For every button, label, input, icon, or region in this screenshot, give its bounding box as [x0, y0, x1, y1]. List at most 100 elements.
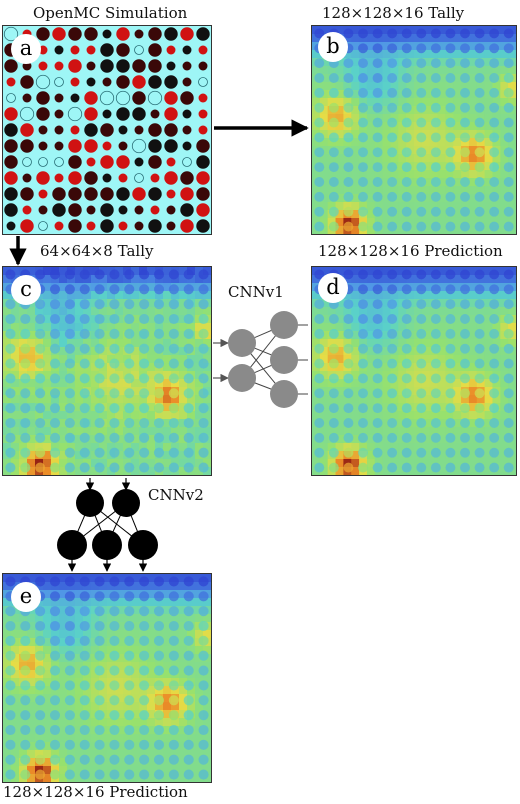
fuel-pin	[38, 125, 48, 135]
heatmap-e	[3, 574, 211, 782]
fuel-pin	[182, 157, 192, 167]
fuel-pin	[86, 61, 96, 71]
fuel-pin	[102, 29, 112, 39]
fuel-pin	[4, 171, 18, 185]
fuel-pin	[86, 77, 96, 87]
fuel-pin	[70, 45, 80, 55]
fuel-pin	[118, 125, 128, 135]
fuel-pin	[116, 187, 130, 201]
fuel-pin	[134, 29, 144, 39]
fuel-pin	[148, 27, 162, 41]
fuel-pin	[196, 187, 210, 201]
cnnv1-node	[270, 311, 298, 339]
fuel-pin	[148, 43, 162, 57]
fuel-pin	[164, 107, 178, 121]
fuel-pin	[196, 171, 210, 185]
fuel-pin	[182, 45, 192, 55]
cnnv1-network	[213, 311, 308, 408]
label-cnnv2: CNNv2	[148, 486, 204, 504]
fuel-pin	[100, 43, 114, 57]
fuel-pin	[134, 205, 144, 215]
fuel-pin	[198, 61, 208, 71]
fuel-pin	[4, 203, 18, 217]
fuel-pin	[131, 138, 147, 154]
fuel-pin	[196, 139, 210, 153]
fuel-pin	[182, 141, 192, 151]
fuel-pin	[100, 187, 114, 201]
fuel-pin	[148, 219, 162, 233]
fuel-pin	[196, 27, 210, 41]
title-prediction-cnnv2: 128×128×16 Prediction	[3, 783, 188, 801]
fuel-pin	[68, 139, 82, 153]
fuel-pin	[4, 107, 18, 121]
fuel-pin	[86, 157, 96, 167]
fuel-pin	[198, 125, 208, 135]
title-tally-64: 64×64×8 Tally	[40, 242, 154, 260]
fuel-pin	[102, 173, 112, 183]
badge-e: e	[11, 582, 41, 612]
fuel-pin	[198, 45, 208, 55]
fuel-pin	[132, 91, 146, 105]
fuel-pin	[84, 27, 98, 41]
fuel-pin	[54, 61, 64, 71]
fuel-pin	[166, 221, 176, 231]
fuel-pin	[86, 45, 96, 55]
fuel-pin	[166, 189, 176, 199]
fuel-pin	[102, 77, 112, 87]
fuel-pin	[100, 219, 114, 233]
fuel-pin	[38, 221, 48, 231]
fuel-pin	[198, 109, 208, 119]
fuel-pin	[132, 59, 146, 73]
fuel-pin	[20, 75, 34, 89]
fuel-pin	[54, 125, 64, 135]
fuel-pin	[4, 59, 18, 73]
fuel-pin	[116, 27, 130, 41]
fuel-pin	[164, 171, 178, 185]
cnnv2-node	[128, 530, 158, 560]
fuel-pin	[68, 27, 82, 41]
fuel-pin	[166, 157, 176, 167]
fuel-pin	[68, 171, 82, 185]
fuel-pin	[100, 203, 114, 217]
fuel-pin	[134, 45, 144, 55]
fuel-pin	[20, 187, 34, 201]
fuel-pin	[36, 171, 50, 185]
panel-e-prediction-cnnv2: e	[2, 573, 212, 783]
fuel-pin	[134, 173, 144, 183]
fuel-pin	[116, 43, 130, 57]
fuel-pin	[52, 187, 66, 201]
fuel-pin	[116, 155, 130, 169]
fuel-pin	[84, 187, 98, 201]
fuel-pin	[180, 91, 194, 105]
fuel-pin	[166, 61, 176, 71]
panel-a-geometry: a	[2, 25, 212, 235]
fuel-pin	[148, 187, 162, 201]
fuel-pin	[182, 77, 192, 87]
fuel-pin	[150, 173, 160, 183]
cnnv2-network	[57, 478, 158, 572]
fuel-pin	[68, 155, 82, 169]
fuel-pin	[54, 141, 64, 151]
fuel-pin	[180, 27, 194, 41]
fuel-pin	[196, 203, 210, 217]
fuel-pin	[68, 203, 82, 217]
fuel-pin	[180, 171, 194, 185]
fuel-pin	[19, 106, 35, 122]
fuel-pin	[180, 187, 194, 201]
fuel-pin	[70, 125, 80, 135]
fuel-pin	[116, 59, 130, 73]
cnnv1-node	[270, 380, 298, 408]
fuel-pin	[166, 205, 176, 215]
fuel-pin	[164, 123, 178, 137]
badge-c: c	[11, 275, 41, 305]
fuel-pin	[4, 123, 18, 137]
panel-d-prediction-cnnv1: d	[311, 266, 517, 476]
fuel-pin	[118, 205, 128, 215]
fuel-pin	[182, 109, 192, 119]
fuel-pin	[148, 59, 162, 73]
fuel-pin	[54, 93, 64, 103]
fuel-pin	[22, 173, 32, 183]
fuel-pin	[84, 123, 98, 137]
fuel-pin	[118, 221, 128, 231]
fuel-pin	[134, 221, 144, 231]
